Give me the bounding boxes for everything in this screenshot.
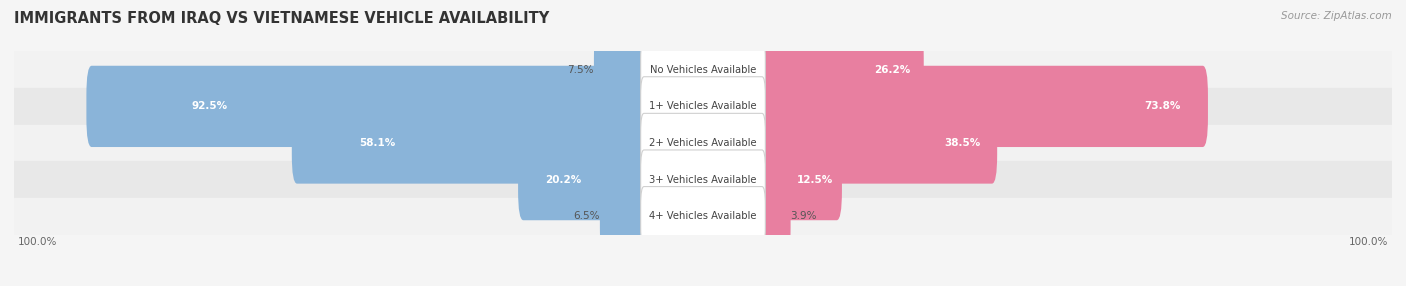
Text: 100.0%: 100.0% (1350, 237, 1389, 247)
FancyBboxPatch shape (756, 176, 790, 257)
FancyBboxPatch shape (641, 150, 765, 209)
Text: 92.5%: 92.5% (191, 102, 228, 111)
Text: 3.9%: 3.9% (790, 211, 817, 221)
FancyBboxPatch shape (86, 66, 650, 147)
FancyBboxPatch shape (756, 102, 997, 184)
FancyBboxPatch shape (517, 139, 650, 220)
Text: 3+ Vehicles Available: 3+ Vehicles Available (650, 175, 756, 184)
FancyBboxPatch shape (756, 139, 842, 220)
FancyBboxPatch shape (641, 40, 765, 100)
Bar (14, 161, 1392, 198)
Text: 38.5%: 38.5% (945, 138, 980, 148)
FancyBboxPatch shape (593, 29, 650, 110)
FancyBboxPatch shape (756, 66, 1208, 147)
FancyBboxPatch shape (641, 113, 765, 173)
FancyBboxPatch shape (641, 77, 765, 136)
Text: 7.5%: 7.5% (568, 65, 593, 75)
Bar (14, 88, 1392, 125)
Text: 6.5%: 6.5% (574, 211, 600, 221)
FancyBboxPatch shape (600, 176, 650, 257)
Bar (14, 125, 1392, 161)
Text: 100.0%: 100.0% (17, 237, 56, 247)
Text: IMMIGRANTS FROM IRAQ VS VIETNAMESE VEHICLE AVAILABILITY: IMMIGRANTS FROM IRAQ VS VIETNAMESE VEHIC… (14, 11, 550, 26)
Bar (14, 51, 1392, 88)
Text: 73.8%: 73.8% (1144, 102, 1181, 111)
Text: 2+ Vehicles Available: 2+ Vehicles Available (650, 138, 756, 148)
Text: Source: ZipAtlas.com: Source: ZipAtlas.com (1281, 11, 1392, 21)
Text: 12.5%: 12.5% (797, 175, 832, 184)
Text: 1+ Vehicles Available: 1+ Vehicles Available (650, 102, 756, 111)
Text: No Vehicles Available: No Vehicles Available (650, 65, 756, 75)
Text: 26.2%: 26.2% (875, 65, 911, 75)
Bar (14, 198, 1392, 235)
Text: 20.2%: 20.2% (546, 175, 581, 184)
FancyBboxPatch shape (641, 186, 765, 246)
Text: 4+ Vehicles Available: 4+ Vehicles Available (650, 211, 756, 221)
Text: 58.1%: 58.1% (360, 138, 395, 148)
FancyBboxPatch shape (292, 102, 650, 184)
FancyBboxPatch shape (756, 29, 924, 110)
